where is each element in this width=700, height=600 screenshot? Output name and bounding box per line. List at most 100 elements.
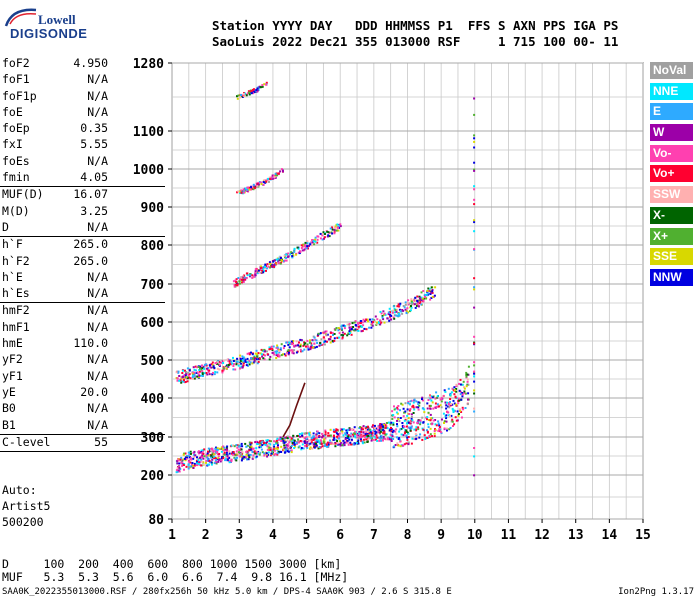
echo-point-o-trace (208, 461, 211, 464)
echo-point-3rd-hop (267, 265, 270, 268)
echo-point-2nd-hop (368, 326, 371, 329)
echo-point-o-trace (407, 432, 410, 435)
echo-point-o-trace (364, 427, 367, 430)
echo-point-o-trace (402, 434, 405, 437)
echo-point-2nd-hop (200, 374, 203, 377)
echo-point-o-trace (309, 447, 311, 450)
echo-point-3rd-hop (251, 274, 254, 277)
echo-point-o-trace (460, 411, 463, 413)
echo-point-2nd-hop (203, 372, 206, 375)
echo-point-2nd-hop (417, 305, 420, 308)
echo-point-3rd-hop (280, 258, 283, 261)
echo-point-o-trace (272, 448, 275, 451)
echo-point-o-trace (332, 428, 335, 431)
echo-point-o-trace (324, 443, 327, 446)
echo-point-2nd-hop (255, 358, 258, 361)
echo-point-o-trace (436, 403, 439, 406)
echo-point-o-trace (199, 451, 202, 454)
echo-point-o-trace (236, 444, 239, 447)
echo-point-o-trace (406, 408, 409, 411)
echo-point-o-trace (434, 402, 437, 405)
echo-point-o-trace (252, 456, 255, 459)
echo-point-o-trace (343, 444, 346, 447)
echo-point-2nd-hop (198, 374, 201, 377)
echo-point-o-trace (440, 406, 443, 409)
echo-point-3rd-hop (292, 254, 295, 257)
echo-point-o-trace (308, 432, 310, 435)
x-tick-label: 12 (534, 528, 550, 543)
echo-point-3rd-hop (328, 235, 331, 238)
echo-point-o-trace (228, 456, 231, 459)
param-value: 265.0 (73, 253, 108, 268)
echo-point-o-trace (452, 425, 454, 427)
echo-point-3rd-hop (264, 266, 266, 268)
echo-point-o-trace (348, 438, 351, 441)
echo-point-o-trace (404, 431, 407, 434)
echo-point-noise (473, 277, 476, 280)
echo-point-o-trace (291, 438, 294, 441)
echo-point-o-trace (461, 392, 464, 394)
echo-point-o-trace (368, 428, 371, 431)
echo-point-2nd-hop (185, 376, 188, 379)
echo-point-o-trace (312, 435, 315, 438)
echo-point-3rd-hop (269, 266, 271, 269)
echo-point-2nd-hop (371, 324, 374, 327)
echo-point-o-trace (396, 419, 398, 422)
echo-point-3rd-hop (306, 242, 309, 245)
echo-point-o-trace (219, 460, 222, 463)
echo-point-3rd-hop (303, 248, 306, 251)
echo-point-o-trace (389, 428, 392, 431)
echo-point-o-trace (371, 434, 374, 437)
echo-point-o-trace (382, 427, 385, 430)
echo-point-o-trace (198, 463, 201, 466)
echo-point-o-trace (426, 402, 429, 405)
echo-point-o-trace (356, 433, 359, 436)
echo-point-4th-hop (265, 180, 268, 183)
echo-point-2nd-hop (416, 295, 419, 298)
echo-point-2nd-hop (342, 324, 345, 327)
param-label: h`Es (2, 286, 30, 301)
echo-point-2nd-hop (185, 377, 188, 380)
echo-point-o-trace (388, 438, 391, 441)
param-label: C-level (2, 434, 51, 449)
echo-point-o-trace (459, 378, 462, 381)
echo-point-2nd-hop (270, 345, 273, 348)
echo-point-2nd-hop (232, 368, 235, 371)
echo-point-o-trace (286, 435, 289, 438)
echo-point-5th-hop (240, 94, 242, 96)
echo-point-o-trace (410, 442, 413, 445)
echo-point-o-trace (429, 413, 432, 416)
echo-point-o-trace (177, 469, 180, 472)
echo-point-2nd-hop (402, 305, 405, 307)
echo-point-o-trace (422, 428, 425, 431)
echo-point-o-trace (313, 442, 316, 445)
echo-point-2nd-hop (177, 370, 180, 373)
echo-point-o-trace (419, 433, 422, 436)
param-row-foes: foEs N/A (0, 154, 165, 170)
echo-point-o-trace (410, 427, 413, 430)
echo-point-2nd-hop (363, 320, 366, 323)
echo-point-o-trace (406, 421, 409, 424)
echo-point-o-trace (214, 447, 217, 450)
echo-point-o-trace (459, 409, 462, 412)
echo-point-2nd-hop (346, 323, 349, 326)
echo-point-o-trace (422, 421, 425, 424)
echo-point-o-trace (238, 449, 241, 452)
echo-point-o-trace (422, 399, 424, 402)
param-label: yE (2, 384, 16, 399)
echo-point-o-trace (366, 440, 369, 443)
echo-point-o-trace (375, 431, 378, 434)
echo-point-2nd-hop (343, 327, 346, 330)
echo-point-o-trace (379, 430, 382, 433)
echo-point-2nd-hop (409, 309, 412, 312)
echo-point-o-trace (346, 430, 349, 433)
echo-point-o-trace (318, 442, 321, 445)
echo-point-o-trace (444, 390, 447, 393)
echo-point-o-trace (433, 430, 436, 432)
echo-point-2nd-hop (428, 289, 431, 292)
echo-point-2nd-hop (294, 344, 297, 347)
echo-point-o-trace (334, 445, 337, 448)
echo-point-o-trace (294, 445, 297, 448)
echo-point-o-trace (238, 445, 240, 448)
echo-point-2nd-hop (203, 367, 206, 370)
